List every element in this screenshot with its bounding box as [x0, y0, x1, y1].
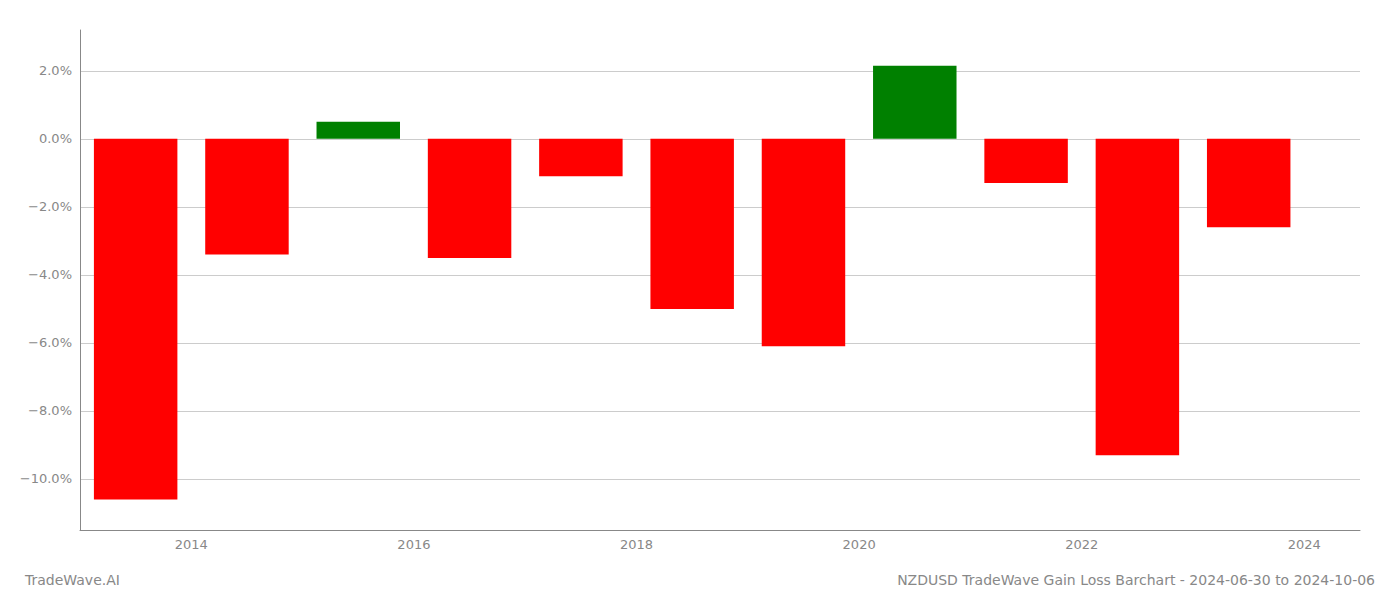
svg-text:2014: 2014: [175, 537, 208, 552]
svg-text:2.0%: 2.0%: [39, 63, 72, 78]
svg-text:2024: 2024: [1288, 537, 1321, 552]
svg-text:−2.0%: −2.0%: [28, 199, 72, 214]
svg-text:2016: 2016: [397, 537, 430, 552]
svg-text:TradeWave.AI: TradeWave.AI: [24, 572, 120, 588]
svg-text:−4.0%: −4.0%: [28, 267, 72, 282]
svg-text:0.0%: 0.0%: [39, 131, 72, 146]
svg-text:2020: 2020: [843, 537, 876, 552]
svg-text:NZDUSD TradeWave Gain Loss Bar: NZDUSD TradeWave Gain Loss Barchart - 20…: [897, 572, 1375, 588]
svg-text:−8.0%: −8.0%: [28, 403, 72, 418]
svg-text:2022: 2022: [1065, 537, 1098, 552]
svg-text:2018: 2018: [620, 537, 653, 552]
svg-text:−10.0%: −10.0%: [20, 471, 72, 486]
svg-text:−6.0%: −6.0%: [28, 335, 72, 350]
